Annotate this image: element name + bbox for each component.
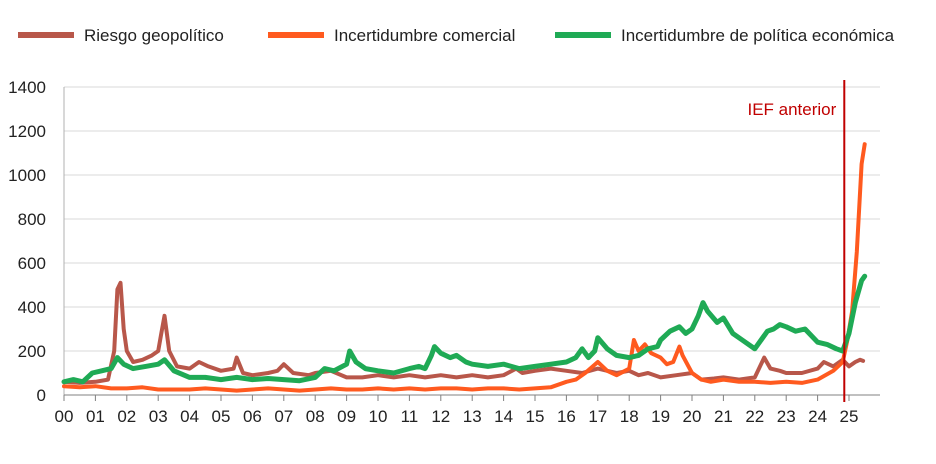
x-tick-label-12: 12 [431, 407, 450, 426]
axes: 0 200 400 600 800 1000 1200 1400 00 01 02 03 04 05 06 0… [8, 78, 880, 426]
x-tick-label-09: 09 [337, 407, 356, 426]
x-tick-label-10: 10 [369, 407, 388, 426]
y-tick-label-0: 0 [37, 386, 46, 405]
legend: Riesgo geopolítico Incertidumbre comercia… [18, 26, 895, 45]
x-tick-label-05: 05 [212, 407, 231, 426]
series-line-1 [62, 280, 866, 385]
y-tick-label-1200: 1200 [8, 122, 46, 141]
series-lines [61, 142, 868, 393]
legend-label-1: Riesgo geopolítico [84, 26, 224, 45]
x-tick-label-14: 14 [494, 407, 513, 426]
x-tick-label-20: 20 [683, 407, 702, 426]
x-tick-label-21: 21 [714, 407, 733, 426]
x-tick-label-11: 11 [401, 407, 419, 426]
x-tick-label-17: 17 [588, 407, 607, 426]
x-tick-label-13: 13 [463, 407, 482, 426]
x-tick-label-15: 15 [526, 407, 545, 426]
annotation-label: IEF anterior [747, 100, 836, 119]
y-tick-label-1400: 1400 [8, 78, 46, 97]
grid [64, 86, 880, 352]
y-tick-label-600: 600 [18, 254, 46, 273]
x-tick-label-01: 01 [86, 407, 105, 426]
x-tick-label-25: 25 [840, 407, 859, 426]
x-tick-label-16: 16 [557, 407, 576, 426]
legend-label-3: Incertidumbre de política económica [621, 26, 895, 45]
series-line-3 [61, 273, 868, 385]
x-tick-label-06: 06 [243, 407, 262, 426]
annotation: IEF anterior [747, 80, 846, 402]
x-tick-label-23: 23 [777, 407, 796, 426]
x-tick-label-07: 07 [274, 407, 293, 426]
x-tick-label-08: 08 [306, 407, 325, 426]
x-tick-label-02: 02 [117, 407, 136, 426]
x-tick-label-22: 22 [745, 407, 764, 426]
x-tick-label-24: 24 [808, 407, 827, 426]
series-line-2 [62, 142, 867, 393]
x-tick-label-03: 03 [149, 407, 168, 426]
y-tick-label-200: 200 [18, 342, 46, 361]
x-tick-label-18: 18 [620, 407, 639, 426]
legend-label-2: Incertidumbre comercial [334, 26, 515, 45]
x-tick-label-04: 04 [180, 407, 199, 426]
y-tick-label-1000: 1000 [8, 166, 46, 185]
x-tick-label-19: 19 [651, 407, 670, 426]
y-tick-label-400: 400 [18, 298, 46, 317]
y-tick-label-800: 800 [18, 210, 46, 229]
x-tick-label-00: 00 [55, 407, 74, 426]
